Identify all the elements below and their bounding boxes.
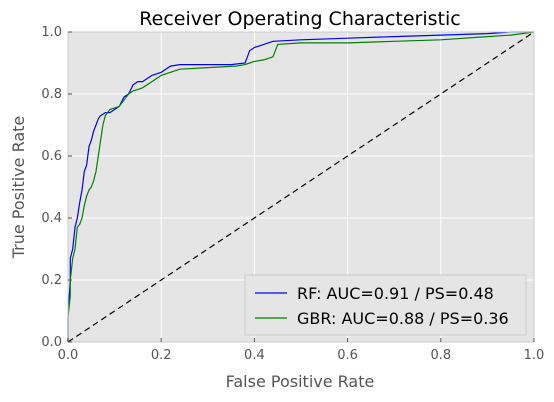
legend-entry: RF: AUC=0.91 / PS=0.48: [297, 284, 494, 303]
reference-diagonal: [67, 31, 535, 343]
y-tick-label: 1.0: [41, 25, 62, 40]
series-line-rf: [67, 31, 534, 342]
roc-curves: [67, 31, 535, 342]
x-tick-label: 0.8: [430, 348, 451, 363]
series-line-gbr: [67, 31, 535, 342]
diagonal-line: [67, 31, 535, 343]
x-axis-label: False Positive Rate: [226, 372, 375, 391]
plot-frame: [67, 31, 535, 343]
y-tick-label: 0.2: [41, 273, 62, 288]
grid-lines: [67, 31, 535, 343]
y-tick-label: 0.6: [41, 149, 62, 164]
axis-ticks: 0.0 0.2 0.4 0.6 0.8 1.0 0.0 0.2 0.4 0.6 0.8 1.0: [41, 25, 544, 363]
x-tick-label: 0.6: [337, 348, 358, 363]
legend-box: [244, 274, 527, 336]
chart-title: Receiver Operating Characteristic: [139, 8, 460, 30]
x-tick-label: 0.2: [151, 348, 172, 363]
legend: RF: AUC=0.91 / PS=0.48 GBR: AUC=0.88 / PS…: [244, 274, 527, 336]
y-tick-label: 0.0: [41, 335, 62, 350]
x-tick-label: 0.0: [58, 348, 79, 363]
legend-entry: GBR: AUC=0.88 / PS=0.36: [297, 309, 509, 328]
x-tick-label: 0.4: [244, 348, 265, 363]
y-tick-label: 0.8: [41, 87, 62, 102]
y-tick-label: 0.4: [41, 211, 62, 226]
x-tick-label: 1.0: [524, 348, 545, 363]
y-axis-label: True Positive Rate: [9, 116, 28, 260]
